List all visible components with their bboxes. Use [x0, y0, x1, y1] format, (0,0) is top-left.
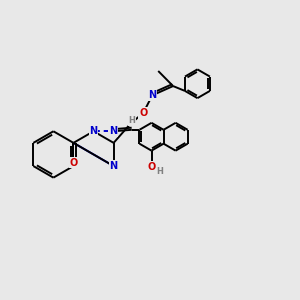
Text: O: O [69, 158, 78, 168]
Text: O: O [147, 162, 156, 172]
Text: H: H [128, 116, 135, 125]
Text: N: N [89, 126, 98, 136]
Text: N: N [148, 90, 156, 100]
Text: N: N [109, 126, 117, 136]
Text: O: O [139, 108, 148, 118]
Text: N: N [110, 161, 118, 171]
Text: H: H [156, 167, 163, 176]
